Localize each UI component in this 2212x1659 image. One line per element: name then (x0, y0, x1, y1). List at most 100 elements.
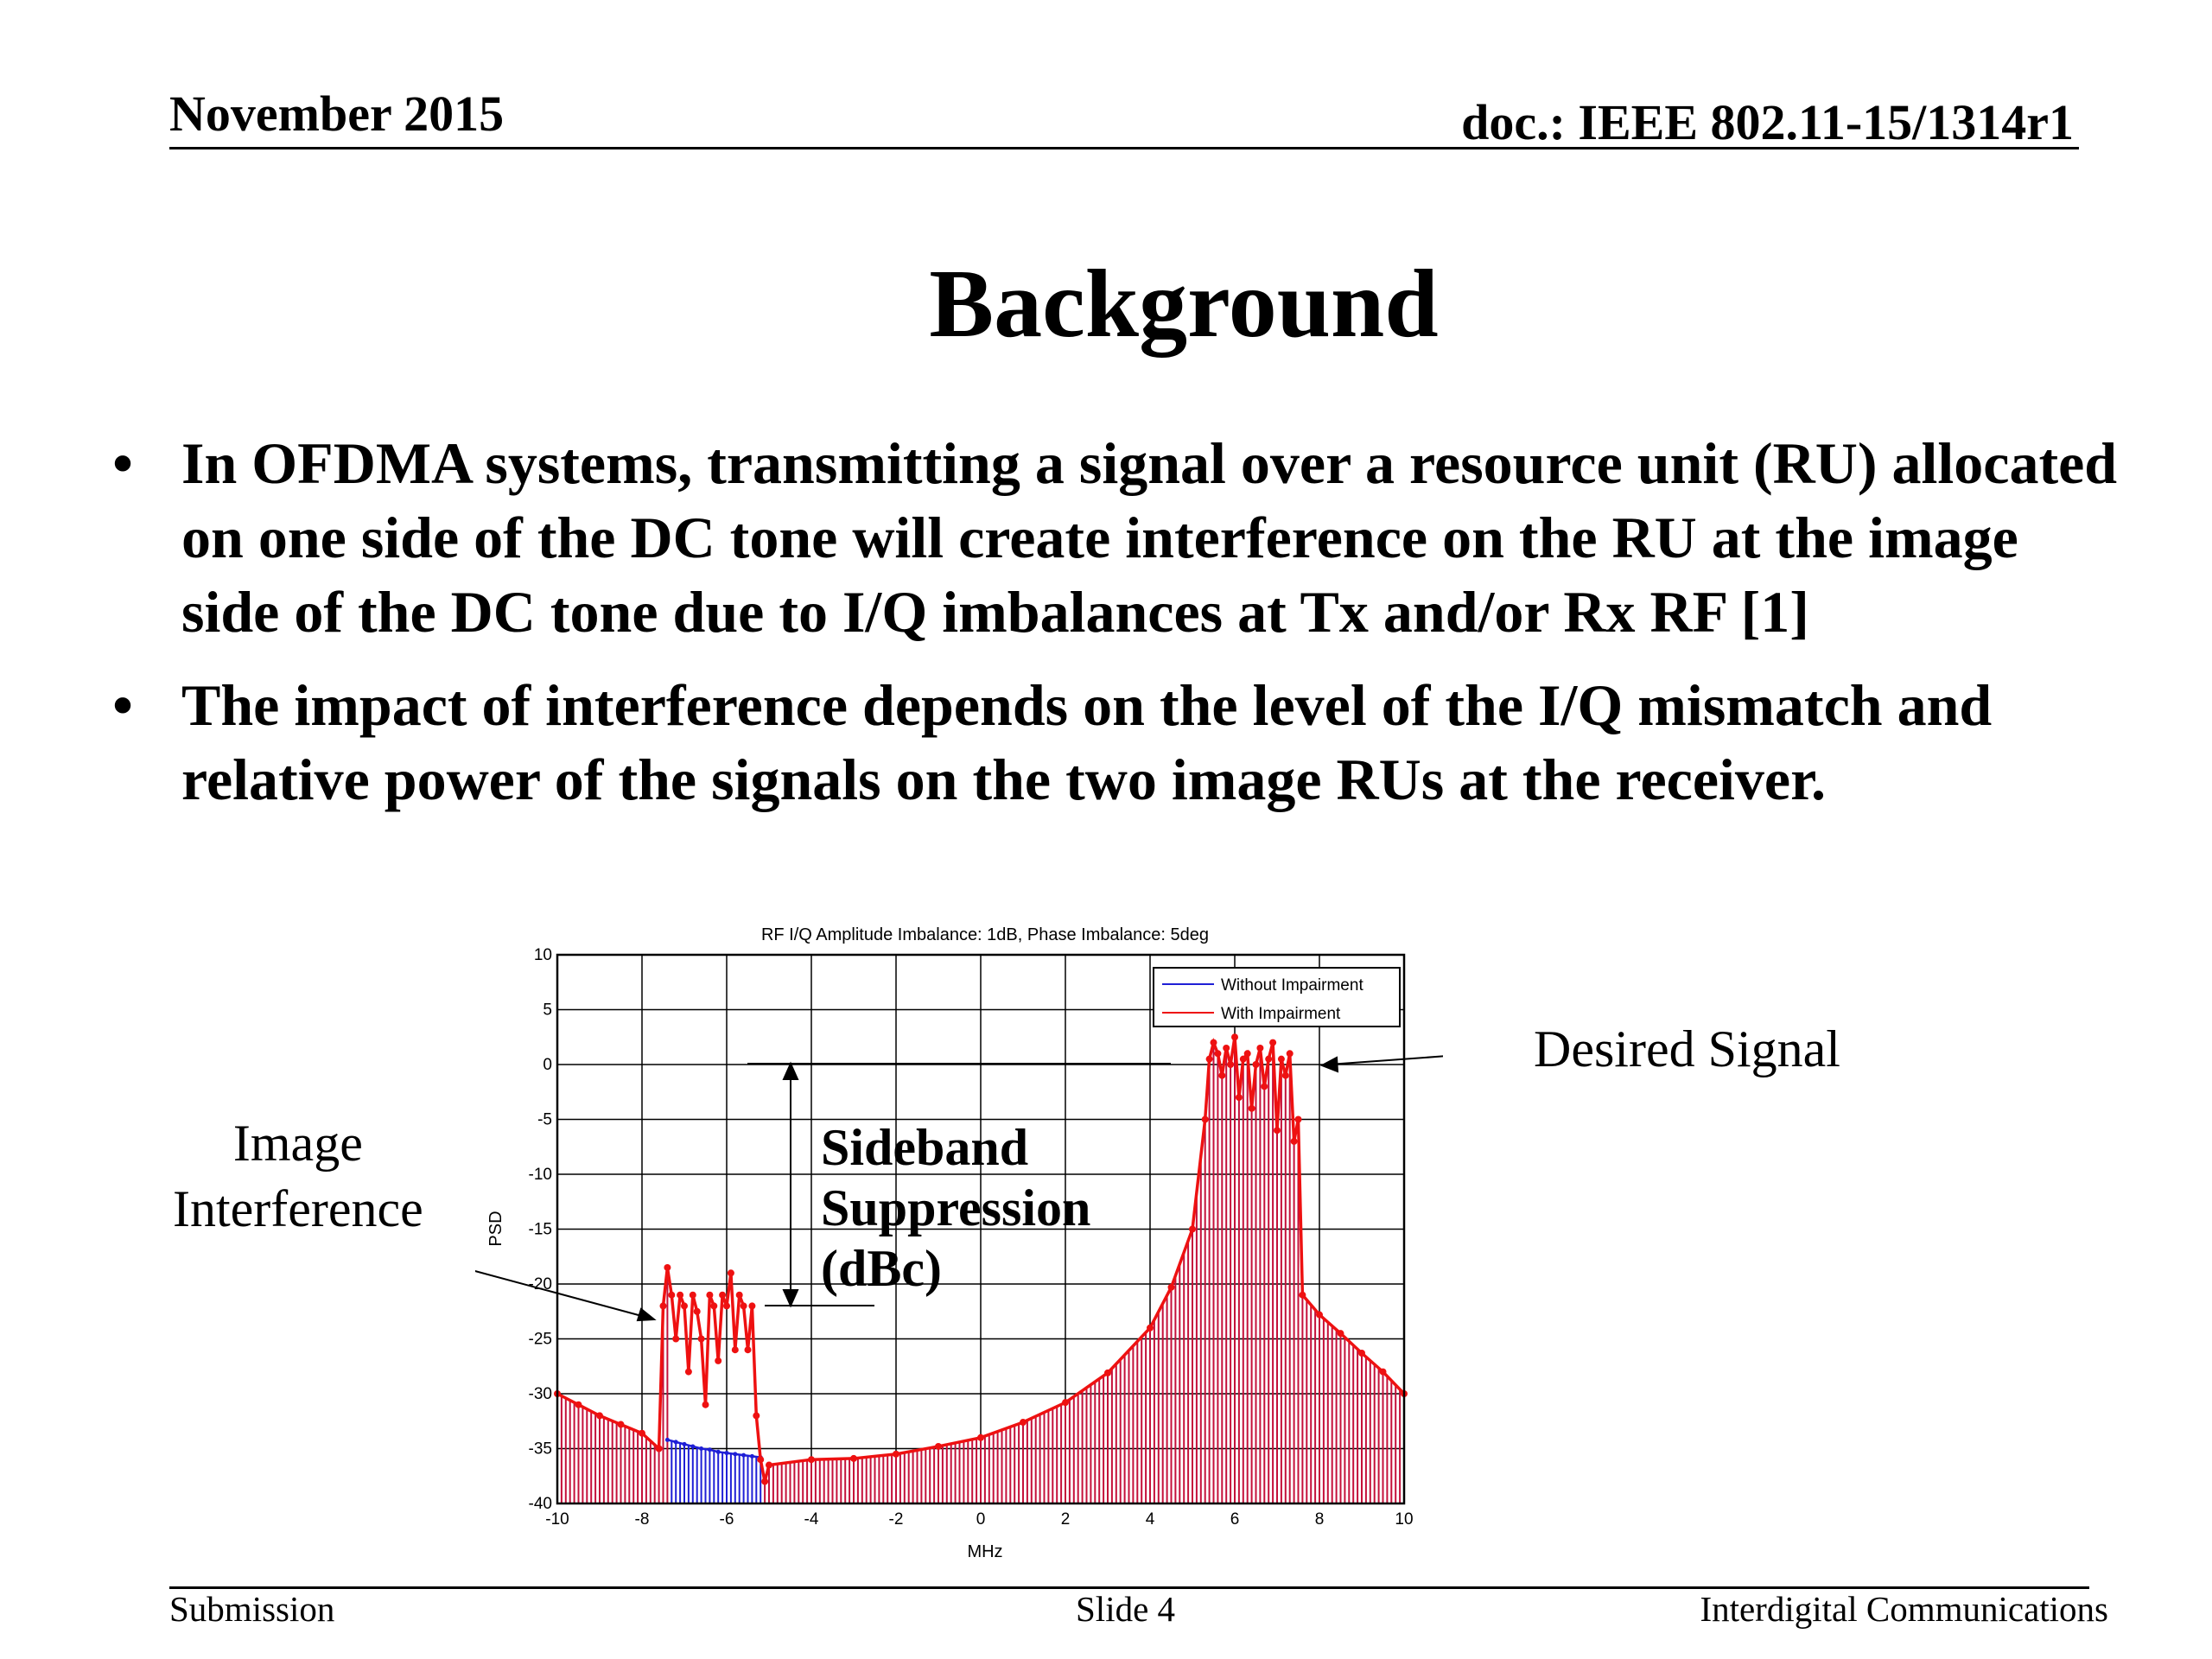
x-tick-label: 6 (1230, 1510, 1240, 1529)
footer-organization: Interdigital Communications (1700, 1589, 2108, 1629)
data-point (1379, 1368, 1387, 1376)
chart-title: RF I/Q Amplitude Imbalance: 1dB, Phase I… (761, 925, 1209, 944)
y-tick-label: 5 (543, 1001, 552, 1020)
data-point (639, 1429, 645, 1437)
annotation-line: Suppression (821, 1179, 1091, 1236)
data-point (1147, 1324, 1154, 1332)
data-point (681, 1302, 688, 1310)
data-point (668, 1291, 676, 1299)
slide-title: Background (929, 251, 1439, 358)
sideband-suppression-label: Sideband Suppression (dBc) (821, 1117, 1090, 1299)
data-point (744, 1346, 752, 1354)
chart-legend: Without Impairment With Impairment (1153, 967, 1401, 1027)
data-point (748, 1302, 756, 1310)
data-point (690, 1444, 696, 1449)
data-point (659, 1302, 667, 1310)
legend-label: With Impairment (1221, 1005, 1341, 1023)
data-point (719, 1291, 727, 1299)
data-point (706, 1291, 714, 1299)
data-point (1214, 1050, 1222, 1058)
data-point (1062, 1399, 1069, 1407)
x-tick-label: -6 (720, 1510, 734, 1529)
chart-axes: -10 -8 -6 -4 -2 0 2 4 6 8 101050-5-10-15-20-25-30-… (529, 946, 1414, 1529)
data-point (673, 1440, 678, 1445)
chart-series (554, 1033, 1408, 1485)
footer-divider (169, 1586, 2089, 1589)
y-tick-label: 10 (534, 946, 552, 964)
data-point (1358, 1350, 1365, 1357)
data-point (741, 1452, 747, 1458)
chart-y-label: PSD (486, 1211, 505, 1246)
data-point (977, 1433, 984, 1441)
data-point (850, 1454, 857, 1462)
data-point (1167, 1283, 1175, 1291)
data-point (702, 1401, 709, 1408)
data-point (1189, 1225, 1196, 1233)
data-point (684, 1368, 692, 1376)
data-point (1223, 1044, 1230, 1052)
annotation-line: Image (232, 1115, 363, 1172)
data-point (731, 1346, 739, 1354)
x-tick-label: -8 (635, 1510, 650, 1529)
header-date: November 2015 (169, 86, 505, 142)
data-point (757, 1456, 765, 1464)
footer-submission: Submission (169, 1589, 335, 1629)
data-point (664, 1263, 671, 1271)
data-point (710, 1302, 718, 1310)
legend-box (1153, 967, 1401, 1027)
bullet-item: • The impact of interference depends on … (97, 668, 2119, 817)
data-point (808, 1456, 815, 1464)
y-tick-label: -15 (529, 1221, 552, 1239)
data-point (699, 1446, 704, 1451)
arrow-head-desired (1319, 1056, 1339, 1073)
data-point (935, 1442, 942, 1450)
data-point (575, 1401, 582, 1408)
y-tick-label: -40 (529, 1495, 552, 1513)
data-point (655, 1445, 663, 1452)
data-point (1290, 1137, 1298, 1145)
data-point (1316, 1311, 1323, 1319)
data-point (753, 1412, 760, 1420)
chart-stems (556, 1037, 1405, 1503)
annotation-line: Interference (173, 1180, 423, 1237)
series-line-1 (556, 1036, 1406, 1483)
header-doc-number: doc.: IEEE 802.11-15/1314r1 (1461, 94, 2074, 150)
y-tick-label: 0 (543, 1056, 552, 1074)
data-point (1231, 1033, 1238, 1041)
data-point (1243, 1050, 1251, 1058)
y-tick-label: -10 (529, 1166, 552, 1184)
x-tick-label: -4 (804, 1510, 819, 1529)
x-tick-label: 0 (976, 1510, 986, 1529)
desired-signal-pointer (1328, 1051, 1509, 1065)
data-point (724, 1451, 729, 1456)
psd-chart-svg: RF I/Q Amplitude Imbalance: 1dB, Phase I… (375, 925, 1509, 1561)
data-point (1104, 1369, 1111, 1376)
image-interference-label: Image Interference (173, 1110, 423, 1242)
data-point (1277, 1055, 1285, 1063)
data-point (1201, 1116, 1209, 1123)
footer-slide-number: Slide 4 (1076, 1589, 1176, 1629)
data-point (893, 1450, 899, 1458)
x-tick-label: -10 (545, 1510, 569, 1529)
data-point (677, 1291, 684, 1299)
data-point (672, 1335, 680, 1343)
arrow-head-down (782, 1289, 799, 1308)
data-point (1205, 1055, 1213, 1063)
bullet-dot: • (112, 430, 133, 496)
data-point (1269, 1039, 1277, 1046)
data-point (1265, 1055, 1273, 1063)
data-point (1274, 1127, 1281, 1135)
data-point (1248, 1104, 1255, 1112)
data-point (715, 1357, 722, 1364)
y-tick-label: -20 (529, 1275, 552, 1294)
data-point (1256, 1044, 1264, 1052)
data-point (766, 1461, 772, 1469)
data-point (617, 1421, 625, 1428)
header-divider (169, 147, 2079, 149)
data-point (1020, 1419, 1027, 1427)
y-tick-label: -25 (529, 1331, 552, 1349)
x-tick-label: -2 (889, 1510, 904, 1529)
y-tick-label: -30 (529, 1385, 552, 1403)
psd-chart: RF I/Q Amplitude Imbalance: 1dB, Phase I… (375, 916, 1509, 1586)
bullet-item: • In OFDMA systems, transmitting a signa… (97, 426, 2119, 649)
